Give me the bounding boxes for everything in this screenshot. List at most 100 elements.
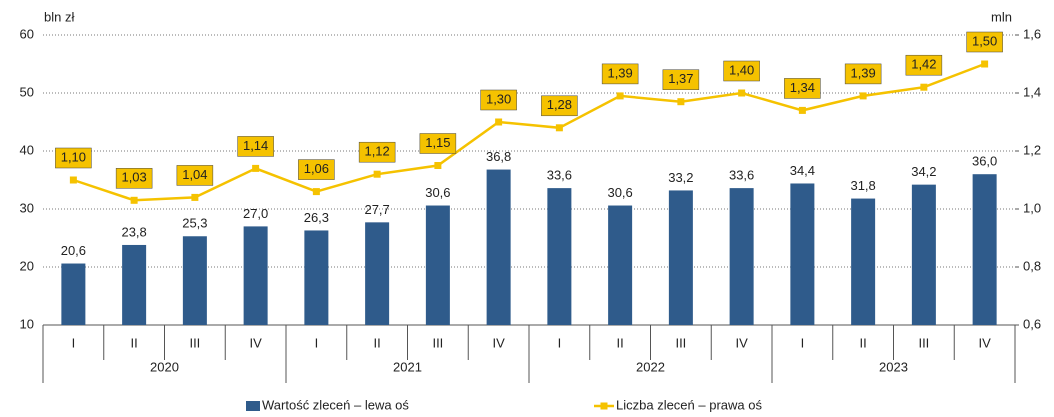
bar-value-label: 33,2 [668, 170, 693, 185]
group-label: 2020 [150, 359, 179, 374]
value-label-box [55, 147, 92, 169]
bar-value-label: 36,8 [486, 149, 511, 164]
line-marker [495, 118, 503, 126]
bar-value-label: 36,0 [972, 154, 997, 169]
y-tick-label: 40 [20, 142, 34, 157]
y2-tick-label: 1,6 [1023, 26, 1041, 41]
y-tick-label: 10 [20, 316, 34, 331]
bar [182, 236, 207, 325]
line-value-label: 1,04 [182, 167, 207, 182]
legend-marker [600, 402, 608, 410]
bar [425, 205, 450, 325]
line-value-label: 1,30 [486, 91, 511, 106]
value-label-box [480, 89, 517, 111]
value-label-box [905, 54, 943, 76]
legend-label: Liczba zleceń – prawa oś [616, 397, 762, 412]
value-label-box [601, 63, 639, 85]
line-value-label: 1,15 [425, 135, 450, 150]
value-label-box [237, 136, 274, 157]
bar [243, 226, 268, 325]
y2-tick-label: 1,0 [1023, 200, 1041, 215]
x-tick-label: I [558, 335, 562, 350]
bar-value-label: 27,0 [243, 206, 268, 221]
line-marker [252, 164, 260, 172]
bar [790, 183, 815, 325]
y2-tick-label: 1,2 [1023, 142, 1041, 157]
x-tick-label: I [315, 335, 319, 350]
bar-value-label: 34,2 [911, 164, 936, 179]
value-label-box [662, 69, 700, 90]
line-marker [69, 176, 77, 184]
line-marker [738, 89, 746, 97]
value-label-box [419, 133, 457, 154]
x-tick-label: IV [492, 335, 505, 350]
bar-value-label: 23,8 [121, 224, 146, 239]
bar-value-label: 34,4 [790, 163, 815, 178]
value-label-box [115, 168, 153, 189]
line-marker [130, 196, 138, 204]
bar [729, 188, 754, 325]
line-value-label: 1,12 [364, 144, 389, 159]
line-marker [920, 83, 928, 91]
line-value-label: 1,39 [850, 65, 875, 80]
x-tick-label: IV [978, 335, 991, 350]
value-label-box [176, 165, 214, 186]
bar [122, 244, 147, 325]
y-tick-label: 60 [20, 26, 34, 41]
bar [851, 198, 876, 325]
line-value-label: 1,14 [243, 138, 268, 153]
line [72, 62, 986, 202]
y-tick-label: 20 [20, 258, 34, 273]
line-marker [859, 92, 867, 100]
line-value-label: 1,37 [668, 71, 693, 86]
line-marker [555, 124, 563, 132]
x-tick-label: III [189, 335, 200, 350]
line-value-label: 1,42 [911, 57, 936, 72]
x-tick-label: II [617, 335, 624, 350]
value-label-box [358, 141, 396, 163]
bar [668, 190, 693, 325]
line-value-label: 1,50 [972, 33, 997, 48]
value-label-box [723, 60, 760, 82]
line-marker [312, 188, 320, 196]
x-tick-label: III [918, 335, 929, 350]
bar [972, 174, 997, 325]
bar [608, 205, 633, 325]
y2-tick-label: 0,6 [1023, 316, 1041, 331]
legend-label: Wartość zleceń – lewa oś [262, 397, 409, 412]
line-value-label: 1,10 [61, 149, 86, 164]
value-label-box [298, 159, 335, 180]
line-marker [616, 92, 624, 100]
bar-value-label: 33,6 [729, 168, 754, 183]
y-tick-label: 50 [20, 84, 34, 99]
x-tick-label: I [72, 335, 76, 350]
y2-axis-label: mln [991, 9, 1012, 24]
line-value-label: 1,40 [729, 62, 754, 77]
bar-value-label: 27,7 [364, 202, 389, 217]
line-value-label: 1,03 [121, 170, 146, 185]
value-label-box [844, 63, 882, 85]
legend-swatch [246, 401, 260, 411]
bar-value-label: 31,8 [850, 178, 875, 193]
line-value-label: 1,06 [304, 161, 329, 176]
bar [547, 188, 572, 325]
line-value-label: 1,34 [790, 80, 815, 95]
y-tick-label: 30 [20, 200, 34, 215]
y-axis-label: bln zł [44, 9, 74, 24]
bar-value-label: 25,3 [182, 216, 207, 231]
line-marker [981, 60, 989, 68]
line-marker [798, 106, 806, 114]
x-tick-label: IV [249, 335, 262, 350]
line-marker [434, 162, 442, 169]
y2-tick-label: 0,8 [1023, 258, 1041, 273]
y2-tick-label: 1,4 [1023, 84, 1041, 99]
bar-value-label: 33,6 [547, 168, 572, 183]
line-marker [677, 98, 685, 106]
line-marker [373, 170, 381, 178]
bar [486, 169, 511, 325]
value-label-box [541, 95, 578, 117]
x-tick-label: II [374, 335, 381, 350]
bar-value-label: 26,3 [304, 210, 329, 225]
x-tick-label: IV [735, 335, 748, 350]
